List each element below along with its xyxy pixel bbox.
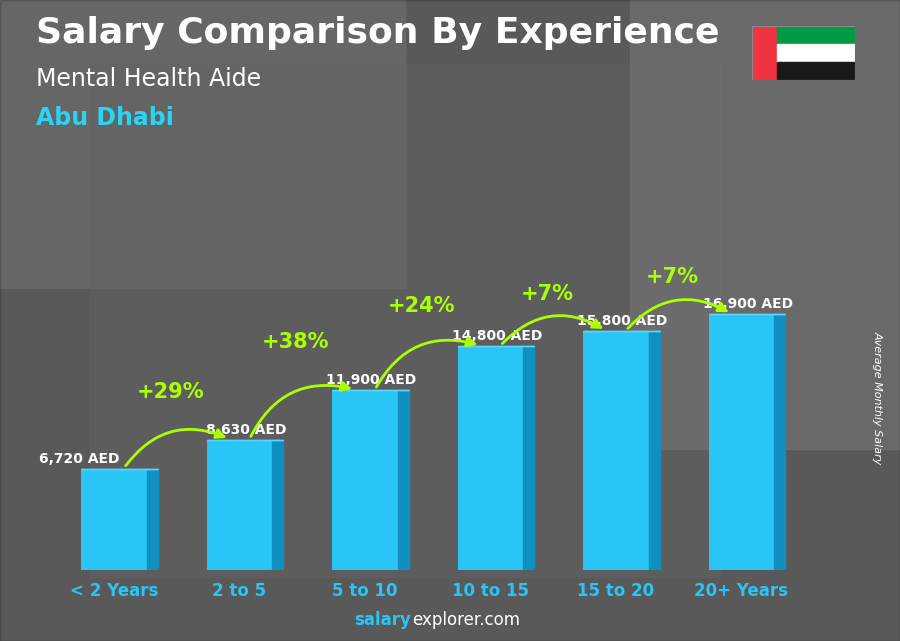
Bar xyxy=(752,26,778,80)
Polygon shape xyxy=(774,315,786,570)
Text: 8,630 AED: 8,630 AED xyxy=(205,422,286,437)
Bar xyxy=(0,0,405,288)
Text: +29%: +29% xyxy=(137,382,204,402)
Text: 6,720 AED: 6,720 AED xyxy=(39,452,119,465)
Bar xyxy=(778,62,855,80)
Text: +38%: +38% xyxy=(262,332,329,353)
Text: Mental Health Aide: Mental Health Aide xyxy=(36,67,261,91)
Bar xyxy=(332,390,398,570)
Bar xyxy=(90,64,720,577)
Bar xyxy=(709,315,774,570)
Polygon shape xyxy=(147,469,158,570)
Polygon shape xyxy=(398,390,409,570)
Text: 11,900 AED: 11,900 AED xyxy=(326,373,417,387)
Text: +7%: +7% xyxy=(646,267,699,287)
Bar xyxy=(778,26,855,44)
Text: Salary Comparison By Experience: Salary Comparison By Experience xyxy=(36,16,719,50)
Text: 15,800 AED: 15,800 AED xyxy=(577,314,668,328)
Text: Average Monthly Salary: Average Monthly Salary xyxy=(872,331,883,464)
Text: Abu Dhabi: Abu Dhabi xyxy=(36,106,174,129)
Bar xyxy=(583,331,649,570)
Text: +24%: +24% xyxy=(388,296,455,316)
Text: 16,900 AED: 16,900 AED xyxy=(703,297,793,312)
Bar xyxy=(207,440,272,570)
Polygon shape xyxy=(272,440,284,570)
Bar xyxy=(458,346,523,570)
Text: explorer.com: explorer.com xyxy=(412,612,520,629)
Polygon shape xyxy=(523,346,535,570)
Text: +7%: +7% xyxy=(520,284,573,304)
Bar xyxy=(778,44,855,62)
Text: 14,800 AED: 14,800 AED xyxy=(452,329,542,343)
Bar xyxy=(81,469,147,570)
Text: salary: salary xyxy=(355,612,411,629)
Bar xyxy=(630,0,900,449)
Polygon shape xyxy=(649,331,660,570)
